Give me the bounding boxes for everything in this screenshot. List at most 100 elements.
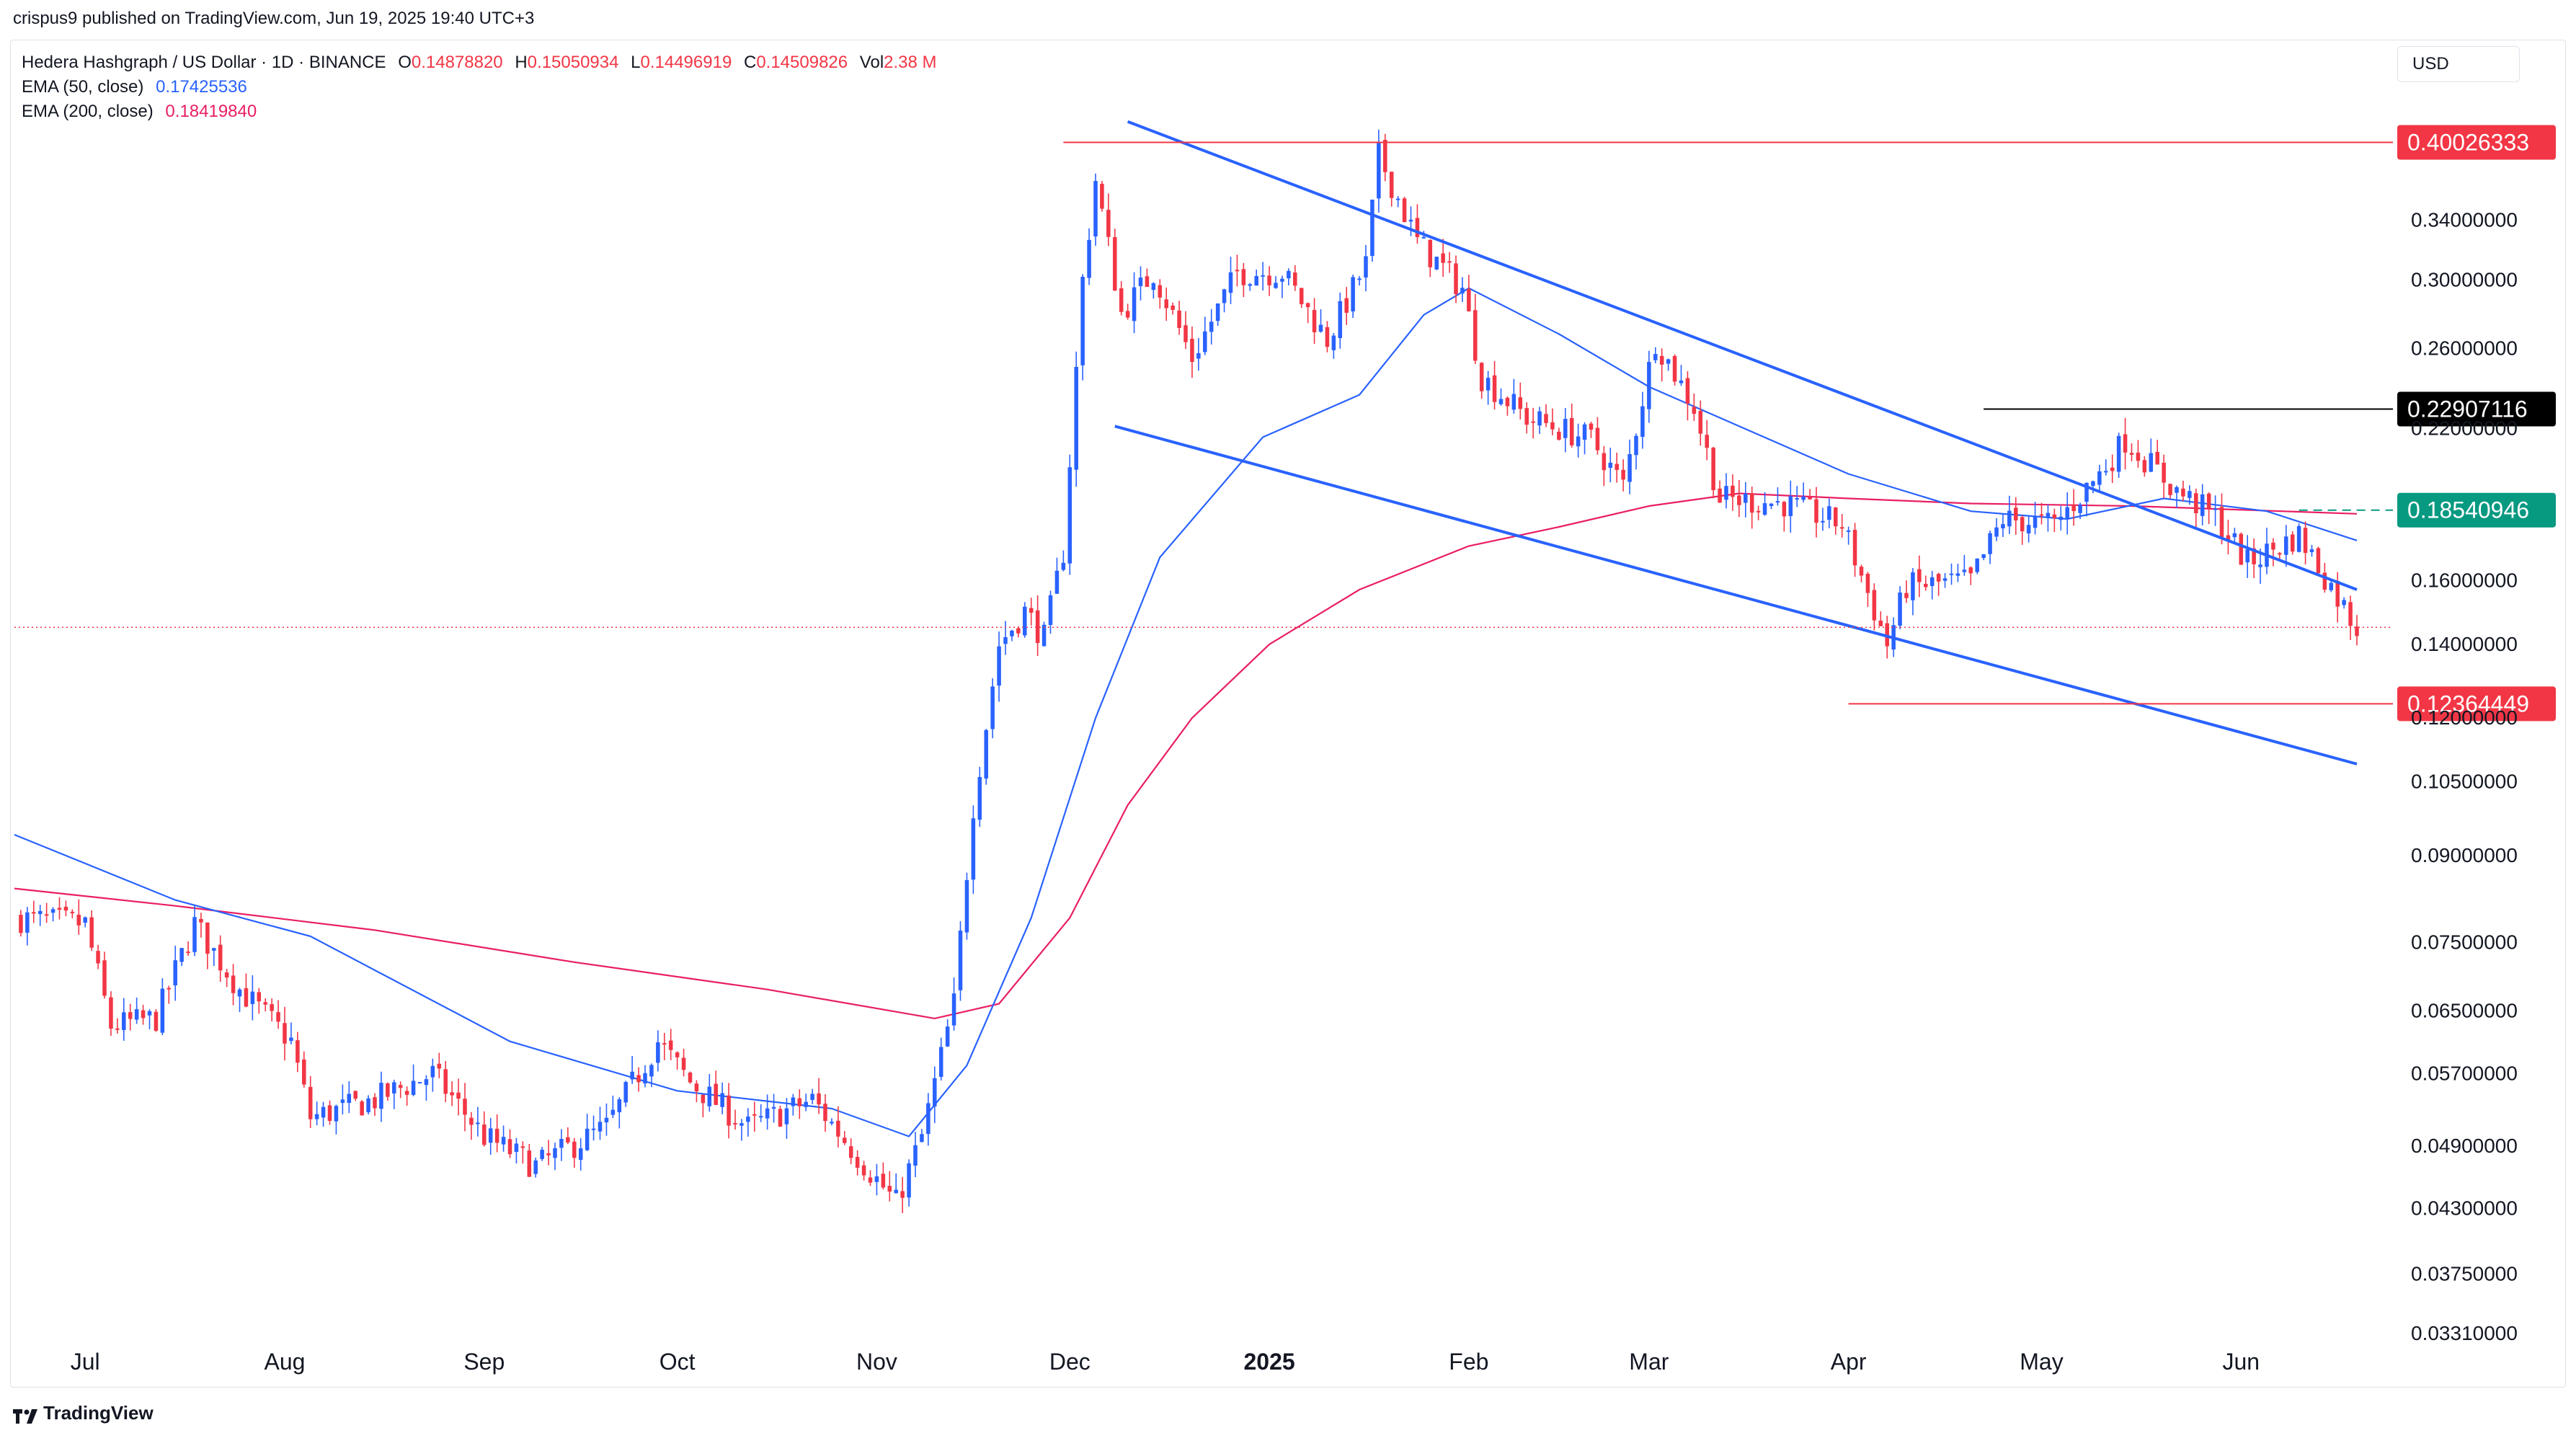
candle [1865,572,1870,607]
candle-body [861,1165,866,1176]
candle [2296,523,2301,553]
candle-body [1808,497,1812,500]
candle-body [386,1083,390,1097]
candle-body [707,1086,712,1106]
ema50-row[interactable]: EMA (50, close) 0.17425536 [22,75,937,99]
x-tick-label: Mar [1629,1349,1669,1375]
candle-body [668,1040,673,1050]
candle-body [830,1122,834,1124]
candle [604,1103,609,1136]
y-tick-label: 0.03310000 [2411,1322,2518,1344]
level-tag-label: 0.22907116 [2407,396,2528,422]
candle-body [997,646,1001,686]
candle-body [2239,533,2244,565]
candle [1821,507,1825,531]
candle [1788,480,1793,533]
candle-body [2296,525,2301,552]
candle-body [2084,482,2089,502]
candle-body [1395,198,1400,200]
candle-body [1627,454,1632,482]
candle-body [855,1156,860,1168]
candle-body [1441,253,1445,263]
candle [476,1106,480,1137]
candle-body [1949,573,1954,575]
candle-body [128,1012,133,1019]
candle [250,975,255,1021]
close-value: 0.14509826 [756,53,848,72]
candle [733,1109,737,1130]
candle [96,944,100,970]
candle-body [1602,453,1607,471]
candle-body [296,1040,300,1063]
candle-body [1724,486,1728,500]
candle [392,1079,396,1109]
candle-body [746,1116,750,1122]
candle [1087,228,1091,285]
candle [1498,388,1504,406]
candle-body [681,1057,686,1070]
candle-body [2355,626,2359,636]
currency-selector[interactable]: USD [2397,46,2520,82]
candle-body [83,917,87,923]
candle-body [1692,407,1697,414]
candle-body [360,1101,364,1116]
candle-body [70,911,75,913]
candle [958,920,963,1001]
candle [1846,526,1851,545]
candle-body [1248,284,1253,286]
candle-body [546,1153,551,1155]
y-tick-label: 0.04900000 [2411,1135,2518,1157]
candle-body [2181,488,2185,497]
candle [1158,279,1163,309]
candle [887,1171,892,1202]
candle [668,1029,673,1060]
tradingview-branding[interactable]: TradingView [13,1402,154,1424]
candle [2136,440,2141,468]
candle [2316,546,2321,575]
candle-body [1087,239,1091,278]
candle-body [494,1128,499,1143]
candle [1357,275,1362,286]
candle [1711,446,1715,499]
candle-body [1447,261,1452,263]
candle-body [179,948,184,962]
candle [881,1162,886,1190]
candle [514,1137,519,1164]
candle [823,1093,827,1132]
symbol-title[interactable]: Hedera Hashgraph / US Dollar · 1D · BINA… [22,53,386,72]
candle [437,1052,442,1078]
candle [276,1000,280,1029]
candle-body [1377,141,1381,199]
candle-body [2123,434,2128,453]
candle-body [1821,520,1825,523]
candle [1177,301,1181,335]
candle-body [701,1094,706,1104]
candle-body [205,922,210,954]
candle [44,902,49,923]
candle-body [2175,487,2179,493]
candle-body [1370,199,1374,257]
candle-body [2258,564,2262,567]
candle-body [404,1091,409,1095]
candle-body [366,1098,370,1113]
candle [2200,484,2205,525]
candle-body [765,1108,770,1119]
ema200-row[interactable]: EMA (200, close) 0.18419840 [22,99,937,124]
candle-body [347,1093,352,1104]
candle [1852,523,1857,577]
candle [1035,595,1040,657]
candle [1988,531,1992,564]
y-tick-label: 0.04300000 [2411,1197,2518,1220]
candle-body [964,879,969,933]
candle-body [430,1065,435,1078]
candle [714,1070,718,1106]
candle-body [1511,394,1516,410]
candle [1235,254,1240,287]
candle-body [2007,510,2012,527]
candle-body [102,960,107,996]
candle [945,1019,950,1047]
candle-body [1852,530,1857,566]
candle [520,1141,525,1164]
candle [817,1078,821,1114]
